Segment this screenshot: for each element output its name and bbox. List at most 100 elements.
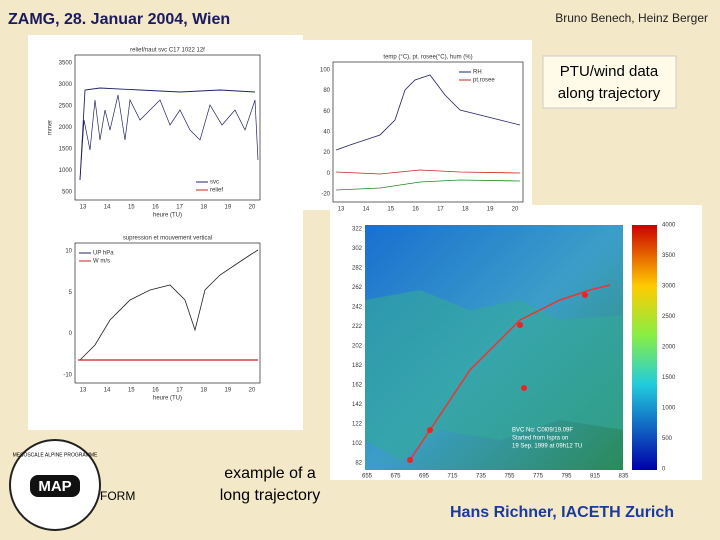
y-tick-label: 80 [323, 88, 330, 94]
x-tick-label: 17 [176, 205, 183, 211]
y-tick-label: 1500 [59, 147, 73, 153]
legend-label: RH [473, 70, 482, 76]
colorbar-tick: 0 [662, 467, 666, 473]
map-y-tick: 102 [352, 441, 363, 447]
x-tick-label: 14 [363, 207, 370, 213]
caption: long trajectory [220, 487, 321, 504]
map-info: 19 Sep. 1999 at 09h12 TU [512, 444, 582, 450]
plot-panel [28, 35, 303, 430]
point [521, 385, 527, 391]
y-tick-label: 5 [69, 290, 73, 296]
trace [79, 94, 259, 181]
y-label: mmer [48, 120, 54, 135]
colorbar-tick: 1000 [662, 406, 676, 412]
point [427, 427, 433, 433]
point [582, 292, 588, 298]
x-label: heure (TU) [153, 396, 182, 402]
y-tick-label: 500 [62, 190, 73, 196]
map-y-tick: 222 [352, 324, 363, 330]
colorbar [632, 225, 657, 470]
trace [335, 179, 521, 191]
callout-box [542, 55, 677, 109]
trace [79, 87, 256, 181]
y-tick-label: 0 [69, 331, 73, 337]
x-tick-label: 18 [200, 388, 207, 394]
y-tick-label: 2000 [59, 125, 73, 131]
map-y-tick: 242 [352, 305, 363, 311]
colorbar-tick: 3500 [662, 253, 676, 259]
legend-label: relief [210, 188, 223, 194]
y-tick-label: 20 [323, 150, 330, 156]
legend-label: UP hPa [93, 251, 114, 257]
map-y-tick: 142 [352, 402, 363, 408]
authors: Bruno Benech, Heinz Berger [555, 11, 708, 25]
axes [74, 242, 261, 384]
plot-title: relief/naut svc C17 1022 12f [130, 48, 205, 54]
caption: example of a [224, 465, 316, 482]
map-x-tick: 755 [504, 474, 515, 480]
x-tick-label: 16 [152, 388, 159, 394]
map-x-tick: 775 [533, 474, 544, 480]
y-tick-label: 3500 [59, 61, 73, 67]
x-tick-label: 18 [462, 207, 469, 213]
map-info: Started from Ispra on [512, 436, 568, 442]
x-tick-label: 17 [176, 388, 183, 394]
legend-label: svc [210, 180, 219, 186]
y-tick-label: -20 [321, 192, 330, 198]
map-x-tick: 655 [362, 474, 373, 480]
map-x-tick: 695 [419, 474, 430, 480]
map-y-tick: 302 [352, 246, 363, 252]
logo-ring: MESOSCALE ALPINE PROGRAMME [13, 452, 98, 458]
x-tick-label: 13 [338, 207, 345, 213]
x-tick-label: 19 [487, 207, 494, 213]
plot-panel [300, 40, 532, 210]
colorbar-tick: 4000 [662, 223, 676, 229]
x-tick-label: 14 [104, 388, 111, 394]
point [407, 457, 413, 463]
x-tick-label: 17 [437, 207, 444, 213]
x-tick-label: 16 [152, 205, 159, 211]
x-tick-label: 19 [225, 205, 232, 211]
plot-title: supression et mouvement vertical [123, 236, 212, 242]
colorbar-tick: 3000 [662, 284, 676, 290]
map-y-tick: 82 [355, 461, 362, 467]
x-tick-label: 19 [225, 388, 232, 394]
x-tick-label: 15 [128, 205, 135, 211]
map-info: BVC No: C0l09/19.09F [512, 428, 573, 434]
x-tick-label: 20 [249, 205, 256, 211]
logo-badge [30, 475, 80, 497]
x-tick-label: 13 [80, 205, 87, 211]
axes [332, 61, 524, 203]
x-tick-label: 13 [80, 388, 87, 394]
trace [335, 74, 521, 151]
x-tick-label: 15 [387, 207, 394, 213]
trajectory [409, 284, 611, 461]
y-tick-label: -10 [63, 373, 72, 379]
y-tick-label: 60 [323, 109, 330, 115]
title: ZAMG, 28. Januar 2004, Wien [8, 11, 230, 28]
y-tick-label: 1000 [59, 168, 73, 174]
y-tick-label: 3000 [59, 82, 73, 88]
colorbar-tick: 2500 [662, 314, 676, 320]
x-tick-label: 20 [249, 388, 256, 394]
colorbar-tick: 2000 [662, 345, 676, 351]
map-x-tick: 835 [618, 474, 629, 480]
trace [335, 169, 521, 175]
point [517, 322, 523, 328]
x-tick-label: 16 [412, 207, 419, 213]
map-y-tick: 122 [352, 422, 363, 428]
x-tick-label: 14 [104, 205, 111, 211]
map-y-tick: 282 [352, 266, 363, 272]
axes [74, 54, 261, 201]
map-y-tick: 262 [352, 285, 363, 291]
y-tick-label: 10 [65, 249, 72, 255]
map-y-tick: 162 [352, 383, 363, 389]
map-x-tick: 815 [590, 474, 601, 480]
footer: Hans Richner, IACETH Zurich [450, 504, 674, 521]
legend-label: pt.rosee [473, 78, 495, 84]
legend-label: W m/s [93, 259, 110, 265]
colorbar-tick: 500 [662, 436, 673, 442]
map-y-tick: 322 [352, 227, 363, 233]
callout: along trajectory [558, 85, 661, 102]
